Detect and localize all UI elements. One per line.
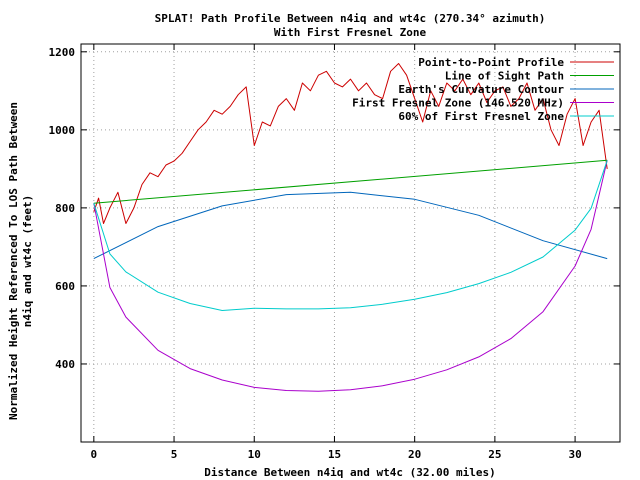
y-tick-label: 600 — [55, 280, 75, 293]
y-tick-label: 400 — [55, 358, 75, 371]
chart-subtitle: With First Fresnel Zone — [274, 26, 427, 39]
series-line-4 — [93, 160, 608, 311]
series-line-3 — [93, 160, 608, 392]
x-tick-label: 30 — [568, 448, 581, 461]
x-tick-label: 0 — [91, 448, 98, 461]
x-tick-label: 15 — [328, 448, 341, 461]
series-line-1 — [93, 159, 608, 204]
y-tick-label: 800 — [55, 202, 75, 215]
axis-ticks: 0 5 10 15 20 25 30 400 600 800 1000 1200 — [49, 44, 620, 461]
legend-label-4: 60% of First Fresnel Zone — [398, 110, 564, 123]
x-tick-label: 10 — [248, 448, 261, 461]
series-line-2 — [93, 191, 608, 260]
legend-label-0: Point-to-Point Profile — [418, 56, 564, 69]
series-line-0 — [93, 63, 608, 224]
legend-label-1: Line of Sight Path — [445, 70, 564, 83]
x-tick-label: 25 — [488, 448, 501, 461]
x-tick-label: 20 — [408, 448, 421, 461]
y-tick-label: 1200 — [49, 46, 76, 59]
chart-title: SPLAT! Path Profile Between n4iq and wt4… — [155, 12, 546, 25]
legend-label-3: First Fresnel Zone (146.520 MHz) — [352, 97, 564, 110]
plot-frame — [80, 43, 621, 443]
x-axis-label: Distance Between n4iq and wt4c (32.00 mi… — [204, 466, 495, 479]
y-tick-label: 1000 — [49, 124, 76, 137]
legend-label-2: Earth's Curvature Contour — [398, 83, 564, 96]
y-axis-label-line2: n4iq and wt4c (feet) — [21, 195, 34, 327]
x-tick-label: 5 — [171, 448, 178, 461]
y-axis-label-line1: Normalized Height Referenced To LOS Path… — [7, 102, 20, 420]
series-layer — [93, 63, 608, 392]
